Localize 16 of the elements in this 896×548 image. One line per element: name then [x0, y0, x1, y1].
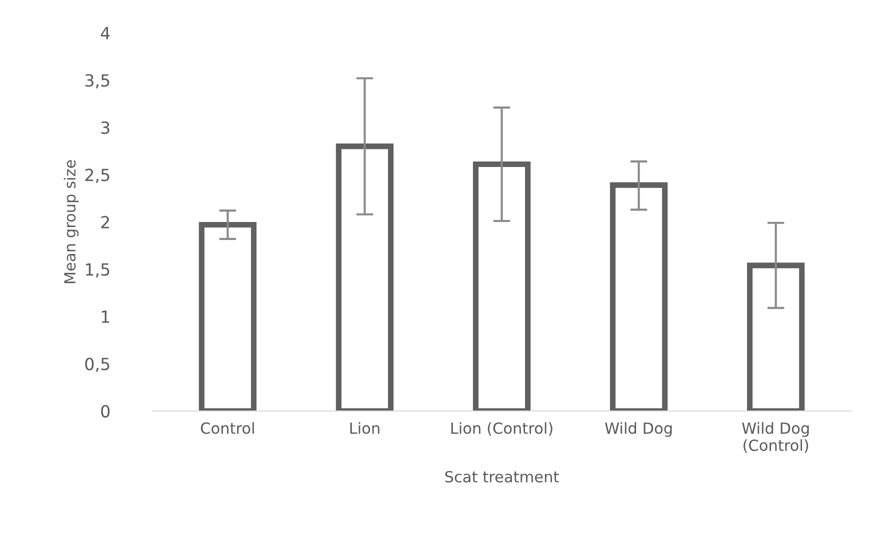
y-tick-label: 0,5 [85, 358, 110, 372]
y-tick-label: 4 [100, 27, 110, 40]
x-tick-label: Lion [350, 422, 380, 434]
y-tick-label: 3 [101, 121, 110, 134]
y-tick-label: 3,5 [85, 74, 110, 88]
y-axis-title: Mean group size [64, 160, 79, 284]
y-tick-label: 2,5 [85, 168, 110, 183]
y-tick-label: 1 [102, 310, 110, 323]
y-tick-label: 1,5 [86, 263, 110, 278]
x-tick-label: Wild Dog [604, 422, 672, 437]
x-tick-label: Lion (Control) [451, 422, 552, 436]
x-tick-label: Control [200, 422, 254, 434]
y-tick-label: 2 [101, 216, 109, 228]
x-axis-title: Scat treatment [445, 470, 559, 482]
y-tick-label: 0 [101, 404, 110, 418]
x-tick-label: Wild Dog (Control) [742, 422, 809, 453]
